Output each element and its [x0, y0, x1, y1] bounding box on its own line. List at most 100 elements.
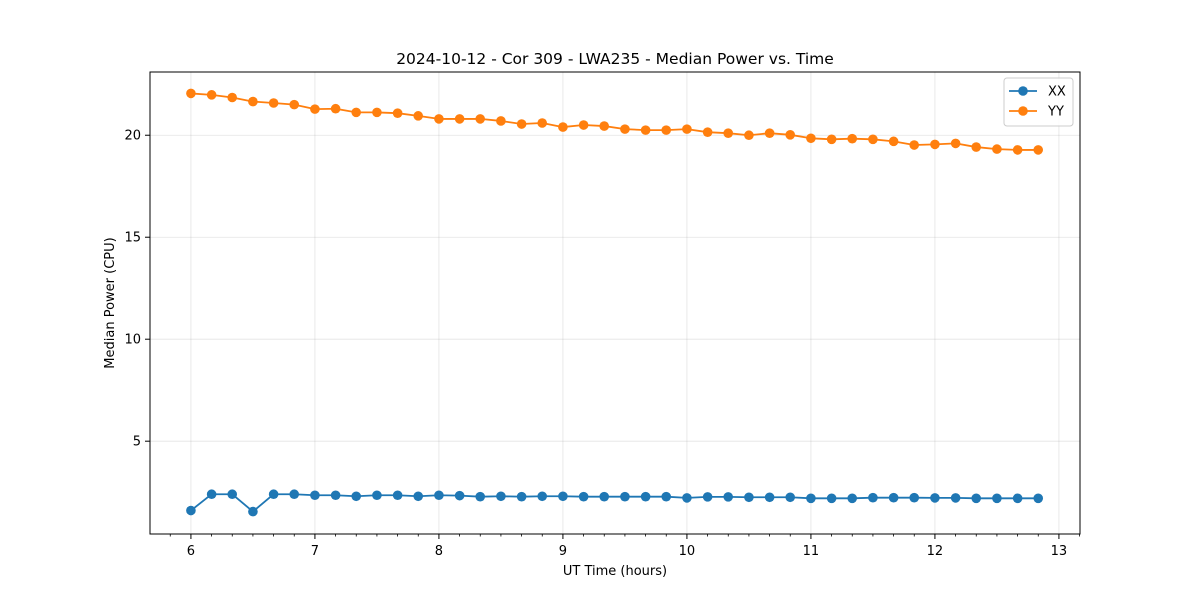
y-tick-label: 15	[124, 231, 141, 246]
x-tick-label: 12	[927, 544, 944, 559]
data-point-xx	[620, 491, 630, 502]
legend-label-xx: XX	[1048, 85, 1066, 100]
data-point-xx	[599, 491, 610, 502]
data-point-xx	[868, 492, 878, 503]
data-point-yy	[392, 108, 403, 119]
data-point-yy	[1033, 145, 1044, 155]
data-point-yy	[888, 136, 899, 147]
data-point-yy	[434, 114, 444, 124]
y-axis-label: Median Power (CPU)	[103, 237, 118, 368]
data-point-xx	[888, 492, 899, 503]
data-point-yy	[516, 119, 527, 129]
data-point-yy	[661, 125, 672, 135]
data-point-xx	[372, 490, 382, 501]
data-point-yy	[248, 96, 258, 107]
data-point-yy	[1012, 145, 1023, 155]
data-point-yy	[268, 98, 279, 108]
data-point-xx	[454, 490, 465, 501]
plot-frame	[149, 71, 1081, 535]
data-point-yy	[496, 116, 506, 126]
data-point-xx	[682, 493, 692, 503]
data-point-yy	[930, 139, 940, 150]
data-point-yy	[330, 103, 341, 114]
data-point-yy	[454, 114, 465, 124]
data-point-xx	[330, 490, 341, 501]
data-point-yy	[351, 107, 362, 118]
data-point-xx	[806, 493, 816, 504]
data-point-xx	[186, 505, 196, 516]
data-point-yy	[868, 134, 878, 145]
y-tick-label: 10	[124, 333, 141, 348]
data-point-xx	[558, 491, 568, 502]
data-point-yy	[847, 133, 858, 144]
data-point-xx	[578, 491, 589, 502]
data-point-xx	[640, 491, 651, 502]
data-point-yy	[186, 88, 196, 99]
data-point-yy	[764, 128, 775, 138]
data-point-xx	[702, 492, 713, 502]
data-point-yy	[702, 127, 713, 137]
series-yy	[186, 88, 1044, 155]
data-point-yy	[992, 144, 1002, 154]
data-point-yy	[206, 90, 217, 100]
data-point-yy	[744, 130, 754, 141]
legend-marker-xx	[1018, 86, 1028, 96]
data-point-xx	[206, 489, 217, 500]
data-point-yy	[950, 138, 961, 149]
data-point-xx	[413, 491, 424, 502]
data-point-xx	[289, 489, 300, 500]
data-point-xx	[475, 491, 486, 502]
x-axis-label: UT Time (hours)	[563, 564, 667, 579]
data-point-xx	[909, 492, 920, 503]
data-point-yy	[537, 118, 548, 128]
data-point-yy	[227, 92, 238, 103]
data-point-xx	[392, 490, 403, 501]
data-point-xx	[351, 491, 362, 502]
data-point-yy	[723, 128, 734, 138]
x-tick-label: 7	[311, 544, 319, 559]
data-point-yy	[785, 130, 796, 140]
data-point-yy	[475, 114, 486, 124]
data-point-xx	[661, 491, 672, 502]
data-point-xx	[785, 492, 796, 503]
data-point-yy	[682, 124, 692, 134]
data-point-xx	[227, 489, 238, 500]
data-point-xx	[496, 491, 506, 502]
axis-ticks: 6 7 8 9 10 11 12 13 5 10 15 20	[124, 129, 1080, 559]
data-point-yy	[826, 134, 837, 145]
data-point-yy	[599, 121, 610, 131]
data-point-xx	[744, 492, 754, 503]
data-point-xx	[537, 491, 548, 502]
y-tick-label: 20	[124, 129, 141, 144]
data-point-xx	[516, 491, 527, 502]
data-point-yy	[578, 120, 589, 130]
series-layer	[186, 88, 1044, 517]
x-tick-label: 9	[559, 544, 567, 559]
data-point-xx	[764, 492, 775, 503]
data-point-xx	[971, 493, 982, 504]
data-point-yy	[640, 125, 651, 135]
x-tick-label: 10	[679, 544, 696, 559]
data-point-yy	[310, 104, 320, 114]
legend-label-yy: YY	[1047, 105, 1064, 120]
x-tick-label: 6	[187, 544, 195, 559]
grid-lines	[150, 72, 1080, 534]
data-point-xx	[1033, 493, 1044, 504]
data-point-xx	[826, 493, 837, 504]
chart-title: 2024-10-12 - Cor 309 - LWA235 - Median P…	[396, 50, 834, 68]
data-point-yy	[558, 122, 568, 132]
data-point-yy	[806, 133, 816, 144]
data-point-yy	[620, 124, 630, 134]
data-point-xx	[434, 490, 444, 501]
x-tick-label: 11	[803, 544, 820, 559]
data-point-xx	[930, 493, 940, 503]
data-point-yy	[909, 140, 920, 150]
data-point-xx	[992, 493, 1002, 504]
y-tick-label: 5	[133, 435, 141, 450]
data-point-xx	[310, 490, 320, 501]
data-point-yy	[289, 99, 300, 110]
series-xx	[186, 489, 1044, 517]
data-point-xx	[847, 493, 858, 504]
